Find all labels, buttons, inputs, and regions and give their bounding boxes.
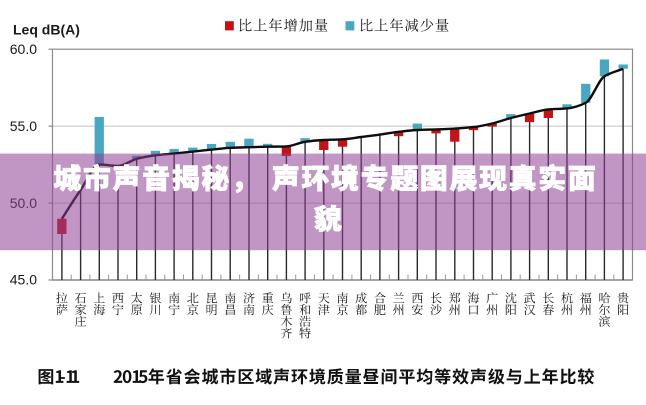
svg-text:55.0: 55.0 [10, 118, 37, 134]
svg-text:Leq dB(A): Leq dB(A) [13, 21, 80, 37]
svg-text:45.0: 45.0 [10, 272, 37, 288]
svg-text:60.0: 60.0 [10, 41, 37, 57]
